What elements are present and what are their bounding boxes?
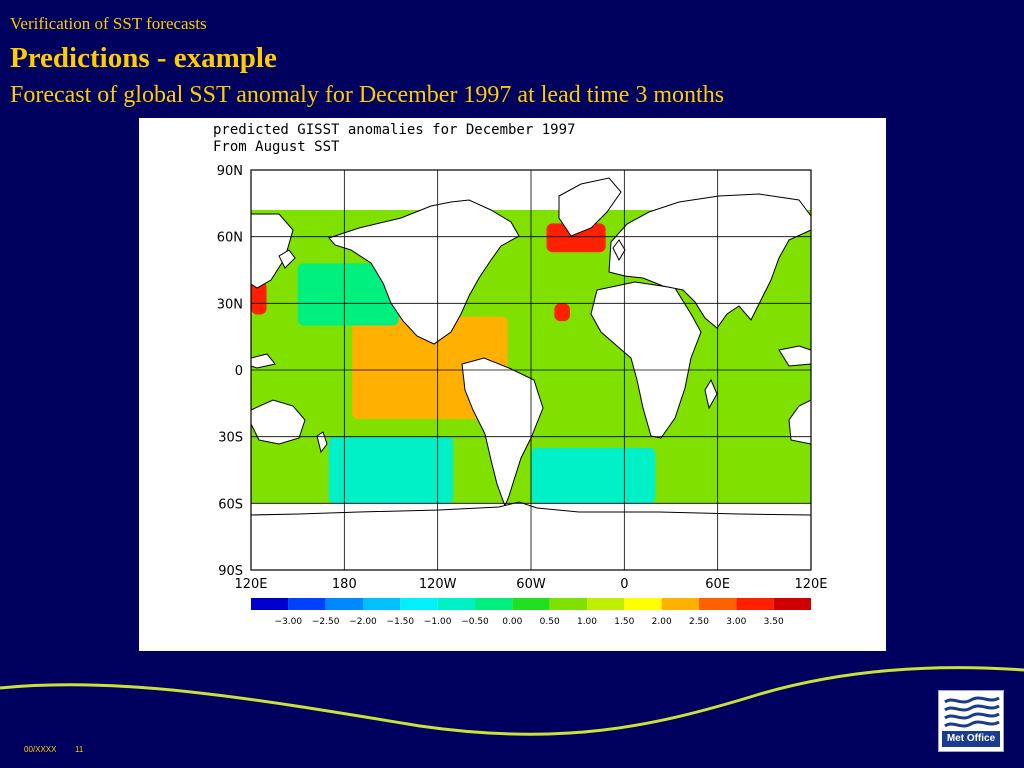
longitude-tick-label: 180 — [332, 577, 357, 592]
map-frame — [250, 169, 812, 571]
colorbar-segment — [325, 598, 363, 610]
colorbar-label: −1.00 — [424, 617, 452, 627]
colorbar-segment — [699, 598, 737, 610]
british-isles-landmass — [612, 239, 626, 262]
logo-waves-icon — [944, 696, 1000, 728]
slide-kicker: Verification of SST forecasts — [10, 14, 207, 33]
colorbar-label: 2.00 — [652, 617, 672, 627]
anomaly-region — [297, 263, 399, 326]
sst-anomaly-figure: predicted GISST anomalies for December 1… — [139, 118, 886, 651]
colorbar-segment — [736, 598, 774, 610]
anomaly-region — [546, 223, 606, 253]
logo-label: Met Office — [942, 731, 1000, 747]
latitude-tick-label: 60S — [218, 497, 243, 512]
latitude-tick-label: 90S — [218, 564, 243, 579]
colorbar-segment — [288, 598, 326, 610]
longitude-tick-label: 60W — [516, 577, 546, 592]
africa-landmass — [590, 281, 702, 439]
swoosh-line — [0, 666, 1024, 736]
slide-title: Predictions - example — [10, 42, 277, 74]
continent-outlines — [250, 177, 812, 571]
footer-page-number: 11 — [75, 745, 84, 754]
longitude-tick-label: 120E — [794, 577, 827, 592]
latitude-tick-label: 30S — [218, 431, 243, 446]
latitude-tick-labels: 90N 60N 30N 0 30S 60S 90S — [217, 164, 243, 579]
colorbar-label: −0.50 — [461, 617, 489, 627]
longitude-tick-label: 120E — [234, 577, 267, 592]
colorbar-segment — [549, 598, 587, 610]
sst-anomaly-chart: predicted GISST anomalies for December 1… — [213, 122, 828, 627]
longitude-tick-label: 60E — [705, 577, 730, 592]
greenland-landmass — [558, 177, 622, 237]
colorbar-segment — [437, 598, 475, 610]
colorbar-segment — [587, 598, 625, 610]
colorbar-segment — [773, 598, 811, 610]
anomaly-region — [328, 436, 454, 504]
colorbar-label: −2.00 — [349, 617, 377, 627]
colorbar-label: 1.50 — [614, 617, 634, 627]
colorbar-segment — [400, 598, 438, 610]
colorbar-label: 0.50 — [540, 617, 560, 627]
north-america-landmass — [328, 199, 520, 345]
latitude-tick-label: 0 — [235, 364, 243, 379]
east-asia-landmass — [250, 213, 294, 289]
met-office-logo: Met Office — [938, 690, 1004, 752]
colorbar-label: −1.50 — [387, 617, 415, 627]
longitude-tick-labels: 120E 180 120W 60W 0 60E 120E — [234, 577, 827, 592]
colorbar-segment — [251, 598, 289, 610]
latitude-tick-label: 90N — [217, 164, 243, 179]
colorbar-label: 1.00 — [577, 617, 597, 627]
colorbar-label: −2.50 — [312, 617, 340, 627]
chart-subtitle: From August SST — [213, 139, 340, 155]
colorbar-segment — [363, 598, 401, 610]
colorbar-segment — [512, 598, 550, 610]
colorbar-segment — [661, 598, 699, 610]
chart-title: predicted GISST anomalies for December 1… — [213, 122, 575, 138]
colorbar: −3.00 −2.50 −2.00 −1.50 −1.00 −0.50 0.00 0.50 1.… — [251, 598, 811, 627]
colorbar-label: 2.50 — [689, 617, 709, 627]
madagascar-landmass — [704, 378, 718, 410]
decorative-swoosh — [0, 666, 1024, 736]
footer-document-code: 00/XXXX — [24, 745, 57, 754]
slide-subtitle: Forecast of global SST anomaly for Decem… — [10, 82, 725, 108]
latitude-tick-label: 30N — [217, 297, 243, 312]
map-gridlines — [251, 170, 811, 570]
longitude-tick-label: 0 — [620, 577, 628, 592]
colorbar-label: 3.00 — [726, 617, 746, 627]
longitude-tick-label: 120W — [419, 577, 457, 592]
latitude-tick-label: 60N — [217, 231, 243, 246]
anomaly-region — [251, 281, 267, 315]
colorbar-segment — [624, 598, 662, 610]
colorbar-label: 0.00 — [502, 617, 522, 627]
colorbar-segment — [475, 598, 513, 610]
colorbar-label: −3.00 — [275, 617, 303, 627]
japan-landmass — [278, 249, 296, 269]
eurasia-landmass — [608, 193, 812, 329]
anomaly-region — [531, 447, 656, 504]
south-america-landmass — [461, 357, 544, 508]
australia-landmass — [250, 399, 306, 445]
anomaly-region — [554, 303, 570, 322]
colorbar-label: 3.50 — [764, 617, 784, 627]
